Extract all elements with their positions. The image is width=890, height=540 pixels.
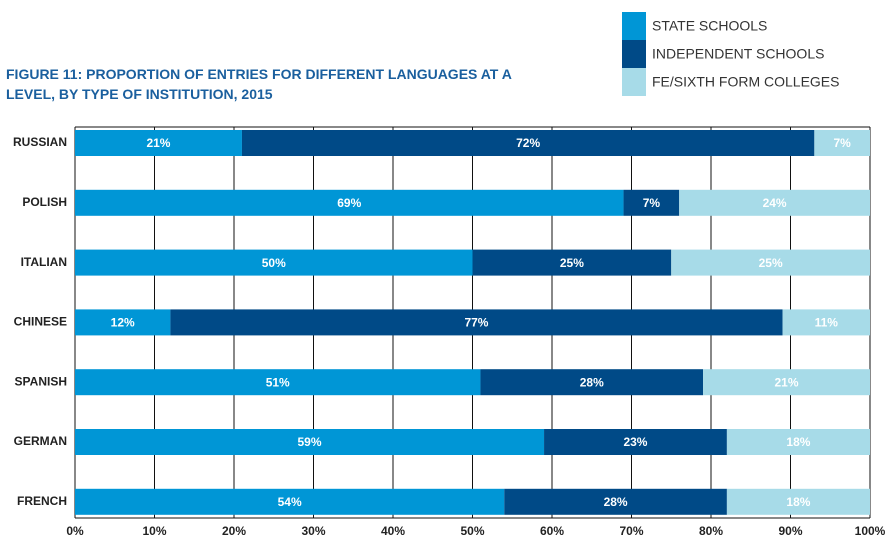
data-label: 28% bbox=[580, 375, 604, 389]
bar-segment bbox=[480, 369, 704, 396]
data-label: 23% bbox=[623, 435, 647, 449]
x-tick-label: 100% bbox=[855, 524, 886, 538]
bar-segment bbox=[726, 488, 870, 515]
bar-segment bbox=[241, 130, 815, 156]
x-tick-label: 90% bbox=[778, 524, 802, 538]
bar-segment bbox=[170, 309, 783, 336]
data-label: 28% bbox=[604, 495, 628, 509]
chart-title: FIGURE 11: PROPORTION OF ENTRIES FOR DIF… bbox=[6, 66, 512, 102]
bar-segment bbox=[671, 249, 870, 276]
data-label: 50% bbox=[262, 256, 286, 270]
y-tick-label: FRENCH bbox=[17, 494, 67, 508]
y-tick-label: SPANISH bbox=[15, 374, 67, 388]
y-tick-label: RUSSIAN bbox=[13, 135, 67, 149]
legend-label: STATE SCHOOLS bbox=[652, 18, 767, 34]
data-label: 54% bbox=[278, 495, 302, 509]
y-tick-label: GERMAN bbox=[14, 434, 67, 448]
x-tick-label: 40% bbox=[381, 524, 405, 538]
x-tick-label: 60% bbox=[540, 524, 564, 538]
bar-segment bbox=[75, 369, 481, 396]
data-label: 12% bbox=[111, 316, 135, 330]
bar-segment bbox=[544, 429, 727, 455]
x-tick-label: 20% bbox=[222, 524, 246, 538]
data-label: 7% bbox=[643, 196, 661, 210]
legend-label: INDEPENDENT SCHOOLS bbox=[652, 46, 824, 62]
bar-segment bbox=[75, 249, 473, 276]
bar-segment bbox=[703, 369, 870, 396]
x-tick-label: 70% bbox=[619, 524, 643, 538]
legend-swatch bbox=[622, 40, 646, 68]
bar-segment bbox=[814, 130, 870, 156]
legend-swatch bbox=[622, 12, 646, 40]
data-label: 51% bbox=[266, 375, 290, 389]
bar-segment bbox=[75, 309, 171, 336]
bar-segment bbox=[75, 429, 545, 455]
data-label: 69% bbox=[337, 196, 361, 210]
data-label: 21% bbox=[775, 375, 799, 389]
bar-segment bbox=[75, 488, 505, 515]
data-label: 21% bbox=[146, 136, 170, 150]
data-label: 25% bbox=[759, 256, 783, 270]
legend-label: FE/SIXTH FORM COLLEGES bbox=[652, 74, 839, 90]
y-tick-label: ITALIAN bbox=[21, 255, 67, 269]
x-tick-label: 30% bbox=[301, 524, 325, 538]
data-label: 11% bbox=[815, 316, 839, 330]
data-label: 18% bbox=[786, 495, 810, 509]
bar-segment bbox=[504, 488, 727, 515]
y-tick-label: CHINESE bbox=[14, 315, 67, 329]
bar-segment bbox=[472, 249, 672, 276]
bar-segment bbox=[75, 130, 242, 156]
x-tick-label: 50% bbox=[460, 524, 484, 538]
bar-segment bbox=[623, 189, 680, 216]
data-label: 18% bbox=[786, 435, 810, 449]
bar-segment bbox=[726, 429, 870, 455]
x-tick-label: 0% bbox=[66, 524, 84, 538]
data-label: 25% bbox=[560, 256, 584, 270]
bar-segment bbox=[782, 309, 870, 336]
data-label: 77% bbox=[464, 316, 488, 330]
bar-segment bbox=[75, 189, 624, 216]
y-tick-label: POLISH bbox=[22, 195, 67, 209]
data-label: 59% bbox=[298, 435, 322, 449]
bar-segment bbox=[679, 189, 870, 216]
data-label: 72% bbox=[516, 136, 540, 150]
data-label: 7% bbox=[834, 136, 852, 150]
legend-swatch bbox=[622, 68, 646, 96]
data-label: 24% bbox=[763, 196, 787, 210]
x-tick-label: 10% bbox=[142, 524, 166, 538]
x-tick-label: 80% bbox=[699, 524, 723, 538]
